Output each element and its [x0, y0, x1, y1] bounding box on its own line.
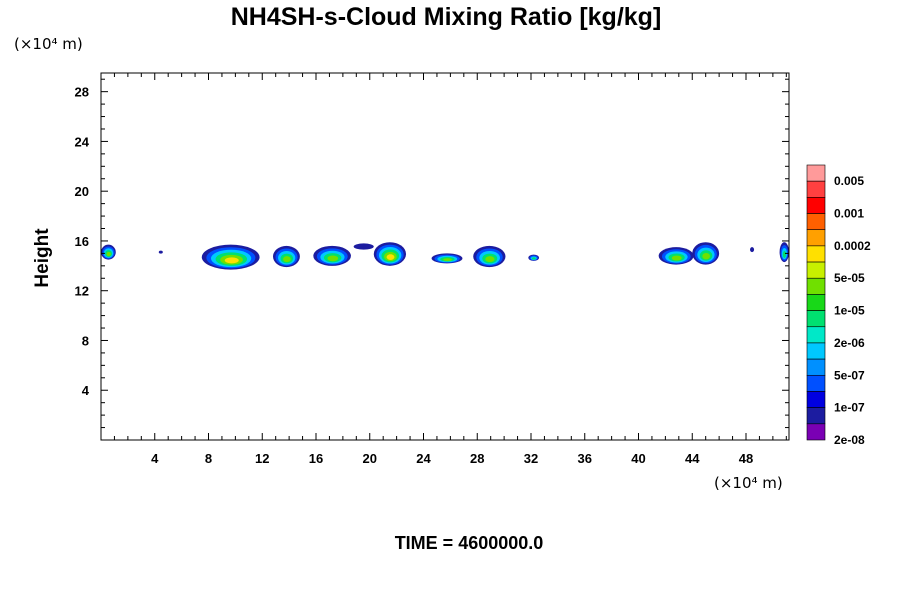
- colorbar-swatch: [806, 229, 826, 247]
- cloud-contour: [283, 256, 291, 263]
- chart-title: NH4SH-s-Cloud Mixing Ratio [kg/kg]: [231, 3, 662, 31]
- x-tick-label: 36: [578, 451, 592, 466]
- x-tick-label: 12: [255, 451, 269, 466]
- y-tick-label: 16: [75, 234, 89, 249]
- cloud-patch: [313, 245, 351, 266]
- y-tick-label: 20: [75, 184, 89, 199]
- y-tick-label: 8: [82, 333, 89, 348]
- cloud-patch: [658, 247, 694, 265]
- plot-frame: [100, 72, 790, 441]
- cloud-contour: [702, 252, 711, 260]
- cloud-contour: [531, 257, 536, 260]
- x-tick-label: 24: [416, 451, 431, 466]
- colorbar-swatch: [806, 277, 826, 295]
- cloud-contour: [443, 258, 452, 262]
- colorbar-swatch: [806, 342, 826, 360]
- time-label: TIME = 4600000.0: [395, 533, 544, 553]
- colorbar-label: 2e-06: [834, 336, 865, 350]
- cloud-contour: [106, 251, 111, 257]
- colorbar-label: 0.0002: [834, 239, 871, 253]
- colorbar-swatch: [806, 164, 826, 182]
- y-axis: 4 8 12 16 20 24 28: [75, 78, 789, 429]
- x-axis-unit: (×10⁴ m): [714, 474, 783, 492]
- cloud-contour: [671, 255, 682, 261]
- colorbar-swatch: [806, 358, 826, 376]
- cloud-patch: [373, 242, 407, 266]
- cloud-patch: [101, 244, 116, 260]
- colorbar-swatch: [806, 261, 826, 279]
- colorbar-swatch: [806, 294, 826, 311]
- x-tick-label: 32: [524, 451, 538, 466]
- cloud-patch: [779, 242, 789, 263]
- colorbar-swatch: [806, 310, 826, 328]
- y-tick-label: 28: [75, 85, 89, 100]
- x-tick-label: 20: [363, 451, 377, 466]
- colorbar-swatch: [806, 423, 826, 441]
- colorbar-swatch: [806, 391, 826, 408]
- colorbar: 0.005 0.001 0.0002 5e-05 1e-05 2e-06 5e-07 1e-0…: [806, 164, 871, 447]
- colorbar-swatch: [806, 245, 826, 263]
- cloud-contour: [485, 256, 495, 263]
- cloud-patch: [201, 244, 260, 270]
- cloud-contour: [158, 250, 163, 254]
- cloud-contour: [782, 250, 787, 258]
- cloud-patches: [101, 242, 789, 270]
- x-tick-label: 44: [685, 451, 700, 466]
- colorbar-swatch: [806, 407, 826, 425]
- x-tick-label: 16: [309, 451, 323, 466]
- colorbar-swatch: [806, 197, 826, 214]
- cloud-contour: [386, 254, 395, 261]
- colorbar-label: 5e-07: [834, 368, 865, 382]
- x-tick-label: 40: [631, 451, 645, 466]
- colorbar-label: 5e-05: [834, 271, 865, 285]
- y-tick-label: 4: [82, 383, 90, 398]
- colorbar-swatch: [806, 180, 826, 198]
- y-tick-label: 24: [75, 134, 90, 149]
- cloud-contour: [353, 243, 374, 250]
- y-axis-unit: (×10⁴ m): [14, 35, 83, 53]
- cloud-contour: [224, 257, 239, 264]
- colorbar-label: 1e-05: [834, 304, 865, 318]
- x-tick-label: 8: [205, 451, 212, 466]
- x-tick-label: 48: [739, 451, 753, 466]
- colorbar-label: 0.001: [834, 207, 864, 221]
- cloud-contour: [327, 255, 339, 262]
- colorbar-swatch: [806, 213, 826, 231]
- colorbar-swatch: [806, 326, 826, 344]
- colorbar-label: 0.005: [834, 174, 864, 188]
- cloud-patch: [692, 242, 720, 265]
- colorbar-label: 1e-07: [834, 401, 865, 415]
- y-tick-label: 12: [75, 284, 89, 299]
- x-tick-label: 4: [151, 451, 159, 466]
- cloud-patch: [528, 254, 540, 261]
- cloud-patch: [473, 245, 506, 268]
- colorbar-label: 2e-08: [834, 433, 865, 447]
- colorbar-swatch: [806, 374, 826, 392]
- cloud-contour: [750, 247, 755, 253]
- x-axis: 4 8 12 16 20 24 28 32 36 40 44 48: [113, 73, 787, 466]
- cloud-patch: [750, 247, 755, 253]
- cloud-patch: [431, 253, 463, 264]
- y-axis-label: Height: [32, 228, 53, 288]
- x-tick-label: 28: [470, 451, 484, 466]
- cloud-patch: [273, 245, 300, 268]
- cloud-patch: [353, 243, 374, 250]
- cloud-patch: [158, 250, 163, 254]
